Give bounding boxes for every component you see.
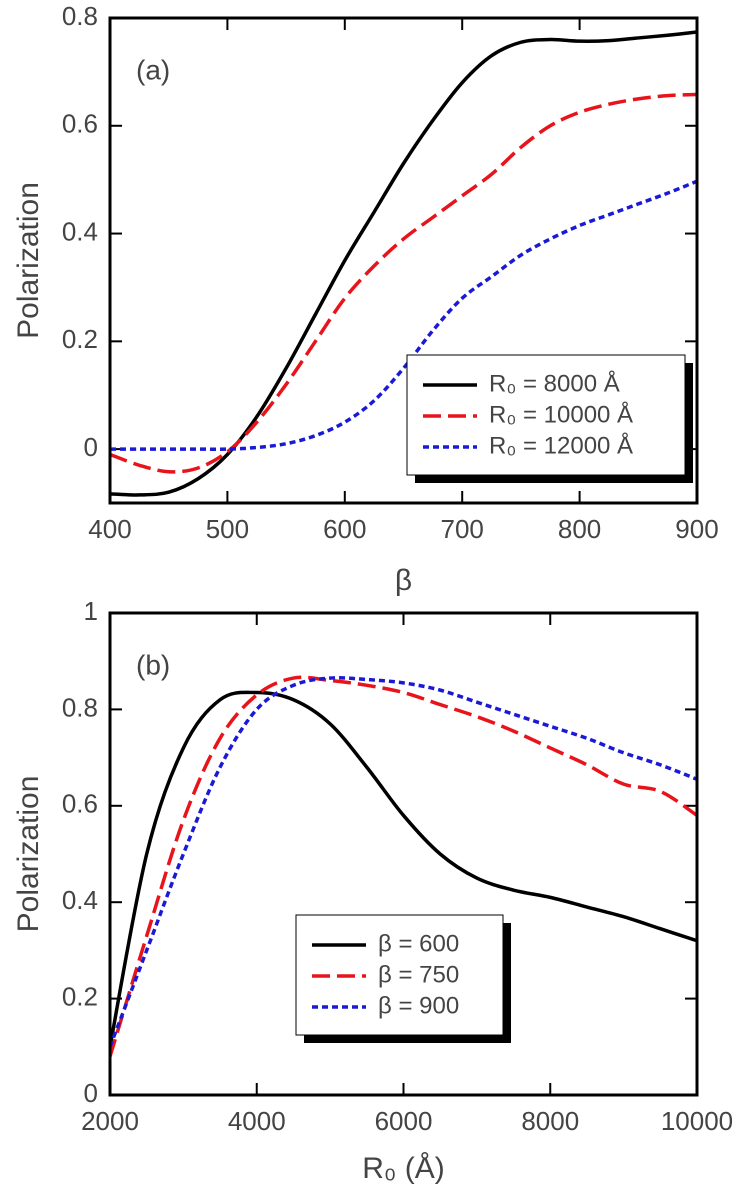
y-tick-label: 0.2 bbox=[62, 981, 98, 1011]
legend-label: β = 750 bbox=[378, 961, 459, 988]
legend-label: β = 900 bbox=[378, 992, 459, 1019]
panel-label: (b) bbox=[136, 649, 170, 680]
x-axis-label: β bbox=[395, 564, 412, 597]
x-tick-label: 4000 bbox=[228, 1106, 286, 1136]
series-line bbox=[110, 92, 697, 474]
x-tick-label: 10000 bbox=[661, 1106, 733, 1136]
x-tick-label: 400 bbox=[88, 514, 131, 544]
y-tick-label: 0.2 bbox=[62, 324, 98, 354]
legend-label: β = 600 bbox=[378, 930, 459, 957]
series-line bbox=[110, 30, 697, 497]
x-axis-label: R₀ (Å) bbox=[362, 1152, 444, 1185]
y-tick-label: 0.8 bbox=[62, 692, 98, 722]
legend-label: R₀ = 8000 Å bbox=[489, 369, 620, 397]
plot-frame bbox=[108, 611, 699, 1097]
series-line bbox=[110, 675, 697, 1057]
y-tick-label: 0.4 bbox=[62, 885, 98, 915]
y-tick-label: 0.6 bbox=[62, 789, 98, 819]
series-line bbox=[110, 179, 697, 451]
panel-label: (a) bbox=[136, 54, 170, 85]
x-tick-label: 600 bbox=[323, 514, 366, 544]
y-axis-label: Polarization bbox=[12, 182, 45, 339]
x-tick-label: 900 bbox=[675, 514, 718, 544]
series-line bbox=[110, 676, 697, 1048]
x-tick-label: 6000 bbox=[375, 1106, 433, 1136]
y-tick-label: 0.8 bbox=[62, 1, 98, 31]
x-tick-label: 800 bbox=[558, 514, 601, 544]
y-tick-label: 0 bbox=[84, 1078, 98, 1108]
y-axis-label: Polarization bbox=[12, 776, 45, 933]
legend-label: R₀ = 12000 Å bbox=[489, 431, 633, 459]
series-line bbox=[110, 690, 697, 1048]
legend bbox=[295, 914, 504, 1036]
x-tick-label: 700 bbox=[441, 514, 484, 544]
y-tick-label: 1 bbox=[84, 596, 98, 626]
y-tick-label: 0.4 bbox=[62, 216, 98, 246]
legend-label: R₀ = 10000 Å bbox=[489, 400, 633, 428]
x-tick-label: 8000 bbox=[521, 1106, 579, 1136]
y-tick-label: 0.6 bbox=[62, 109, 98, 139]
x-tick-label: 2000 bbox=[81, 1106, 139, 1136]
y-tick-label: 0 bbox=[84, 432, 98, 462]
x-tick-label: 500 bbox=[206, 514, 249, 544]
plot-frame bbox=[108, 16, 699, 505]
